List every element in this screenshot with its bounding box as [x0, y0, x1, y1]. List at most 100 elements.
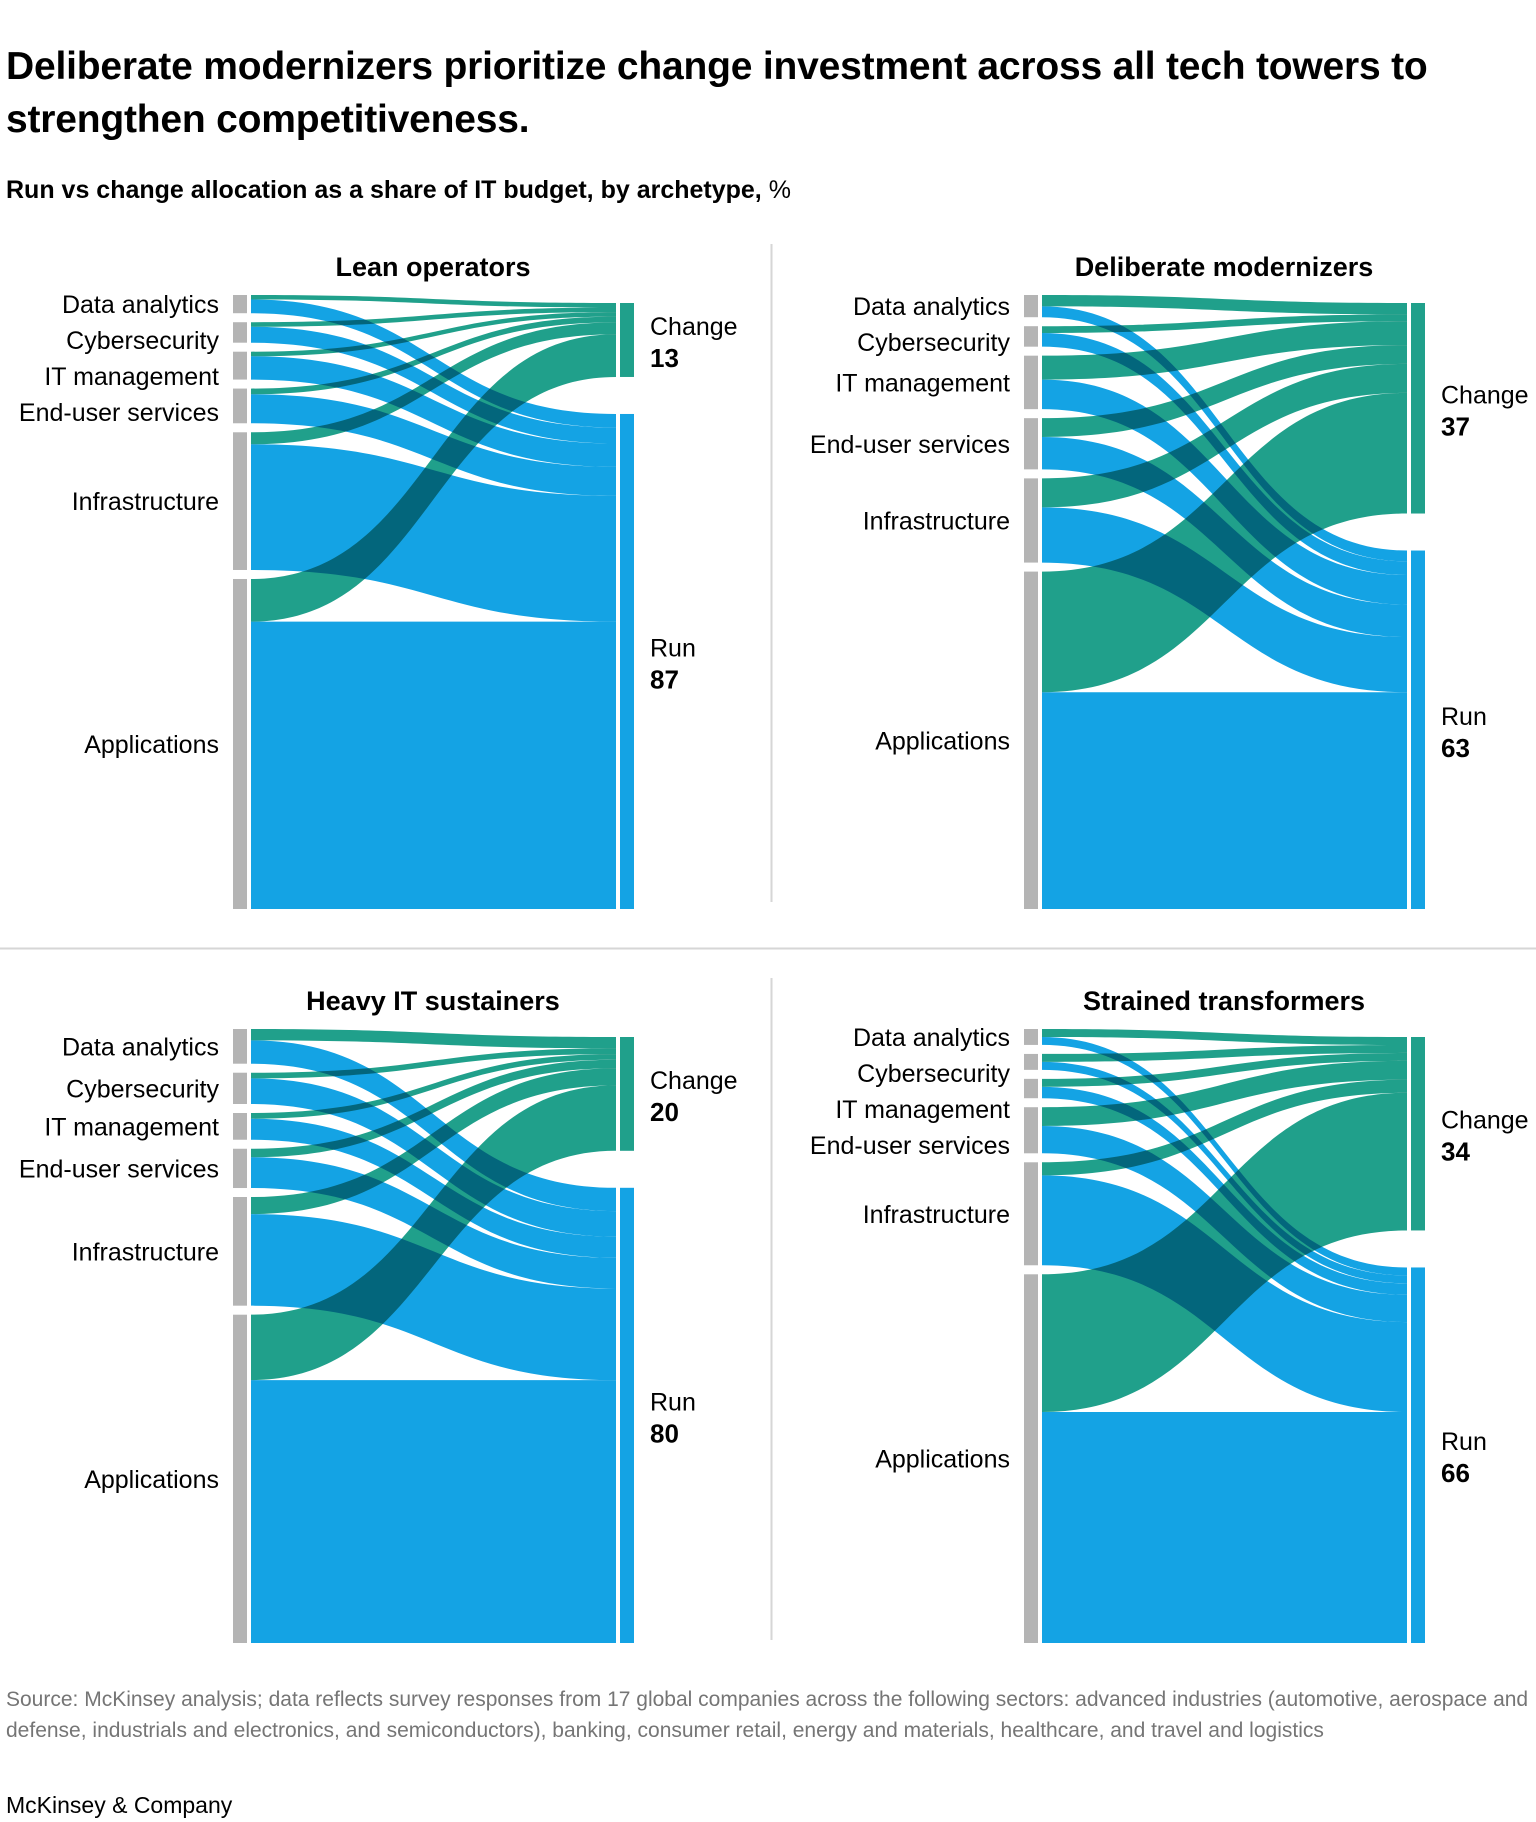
flow-change-applications	[251, 334, 616, 622]
label-infrastructure: Infrastructure	[863, 1201, 1010, 1229]
label-applications: Applications	[875, 1446, 1010, 1474]
run-label: Run	[650, 1388, 696, 1416]
label-data-analytics: Data analytics	[853, 1024, 1010, 1052]
flow-change-infrastructure	[1042, 1079, 1407, 1176]
change-value: 20	[650, 1097, 679, 1127]
panel-title: Strained transformers	[1083, 986, 1365, 1016]
flow-run-applications	[1042, 1411, 1407, 1643]
label-it-management: IT management	[835, 1096, 1010, 1124]
run-label: Run	[1441, 703, 1487, 731]
flow-change-data-analytics	[1042, 1029, 1407, 1045]
node-end-user-services	[1024, 418, 1038, 470]
node-it-management	[233, 351, 247, 380]
flow-change-it-management	[251, 312, 616, 357]
node-data-analytics	[1024, 295, 1038, 318]
label-cybersecurity: Cybersecurity	[66, 327, 219, 355]
label-end-user-services: End-user services	[19, 1155, 219, 1183]
label-applications: Applications	[84, 1466, 219, 1494]
node-change	[620, 1037, 634, 1151]
flow-change-it-management	[251, 1054, 616, 1119]
flow-run-data-analytics	[1042, 1036, 1407, 1276]
node-data-analytics	[233, 295, 247, 314]
flow-change-applications	[1042, 392, 1407, 693]
label-it-management: IT management	[44, 363, 219, 391]
panel-title: Heavy IT sustainers	[306, 986, 560, 1016]
panel-title: Lean operators	[335, 252, 530, 282]
flow-change-end-user-services	[1042, 1060, 1407, 1126]
flow-run-cybersecurity	[1042, 1061, 1407, 1284]
subtitle-unit: %	[761, 176, 791, 204]
label-cybersecurity: Cybersecurity	[857, 329, 1010, 357]
node-end-user-services	[1024, 1107, 1038, 1154]
node-cybersecurity	[233, 1072, 247, 1105]
label-applications: Applications	[875, 727, 1010, 755]
label-cybersecurity: Cybersecurity	[66, 1075, 219, 1103]
flow-run-infrastructure	[251, 444, 616, 622]
panel-title: Deliberate modernizers	[1075, 252, 1374, 282]
node-data-analytics	[233, 1029, 247, 1064]
node-end-user-services	[233, 388, 247, 424]
flow-change-end-user-services	[251, 316, 616, 395]
flow-change-infrastructure	[1042, 363, 1407, 508]
node-run	[620, 413, 634, 909]
node-infrastructure	[1024, 478, 1038, 563]
flow-change-data-analytics	[251, 1029, 616, 1049]
label-it-management: IT management	[835, 369, 1010, 397]
label-it-management: IT management	[44, 1113, 219, 1141]
flow-change-cybersecurity	[251, 1048, 616, 1079]
flow-run-infrastructure	[251, 1214, 616, 1381]
node-change	[1411, 303, 1425, 514]
node-run	[1411, 1267, 1425, 1643]
node-change	[1411, 1037, 1425, 1231]
flow-change-end-user-services	[251, 1059, 616, 1158]
flow-change-infrastructure	[251, 1068, 616, 1215]
label-data-analytics: Data analytics	[62, 291, 219, 319]
run-value: 63	[1441, 733, 1470, 763]
subtitle-text: Run vs change allocation as a share of I…	[6, 176, 762, 204]
flow-run-data-analytics	[251, 299, 616, 428]
label-infrastructure: Infrastructure	[863, 507, 1010, 535]
flow-change-it-management	[1042, 1052, 1407, 1087]
node-applications	[233, 578, 247, 909]
node-applications	[233, 1314, 247, 1643]
label-end-user-services: End-user services	[19, 399, 219, 427]
flow-change-infrastructure	[251, 322, 616, 445]
change-label: Change	[650, 313, 738, 341]
label-cybersecurity: Cybersecurity	[857, 1060, 1010, 1088]
label-end-user-services: End-user services	[810, 1132, 1010, 1160]
source-note: Source: McKinsey analysis; data reflects…	[6, 1688, 1529, 1742]
flow-run-applications	[251, 1380, 616, 1643]
flow-run-applications	[251, 621, 616, 909]
panel-lean-operators: Data analytics Cybersecurity IT management…	[19, 252, 738, 909]
flow-change-it-management	[1042, 321, 1407, 380]
change-value: 34	[1441, 1137, 1470, 1167]
run-value: 80	[650, 1418, 679, 1448]
flow-change-end-user-services	[1042, 345, 1407, 437]
panel-heavy-it-sustainers: Data analytics Cybersecurity IT management…	[19, 986, 738, 1643]
change-value: 13	[650, 343, 679, 373]
flow-change-applications	[251, 1085, 616, 1381]
flow-change-cybersecurity	[1042, 1044, 1407, 1062]
flow-run-cybersecurity	[1042, 333, 1407, 575]
headline: Deliberate modernizers prioritize change…	[6, 45, 1428, 142]
flow-change-cybersecurity	[1042, 314, 1407, 334]
mckinsey-logo: McKinsey & Company	[6, 1792, 233, 1818]
flow-change-cybersecurity	[251, 307, 616, 327]
flow-run-cybersecurity	[251, 1078, 616, 1237]
node-run	[1411, 550, 1425, 909]
node-infrastructure	[233, 432, 247, 570]
node-it-management	[1024, 1078, 1038, 1099]
node-cybersecurity	[1024, 1053, 1038, 1070]
node-run	[620, 1187, 634, 1643]
run-value: 87	[650, 664, 679, 694]
run-value: 66	[1441, 1458, 1470, 1488]
label-data-analytics: Data analytics	[853, 293, 1010, 321]
node-cybersecurity	[1024, 326, 1038, 347]
node-end-user-services	[233, 1148, 247, 1189]
flow-change-applications	[1042, 1092, 1407, 1412]
change-label: Change	[1441, 381, 1529, 409]
node-change	[620, 303, 634, 377]
flow-change-data-analytics	[251, 295, 616, 308]
